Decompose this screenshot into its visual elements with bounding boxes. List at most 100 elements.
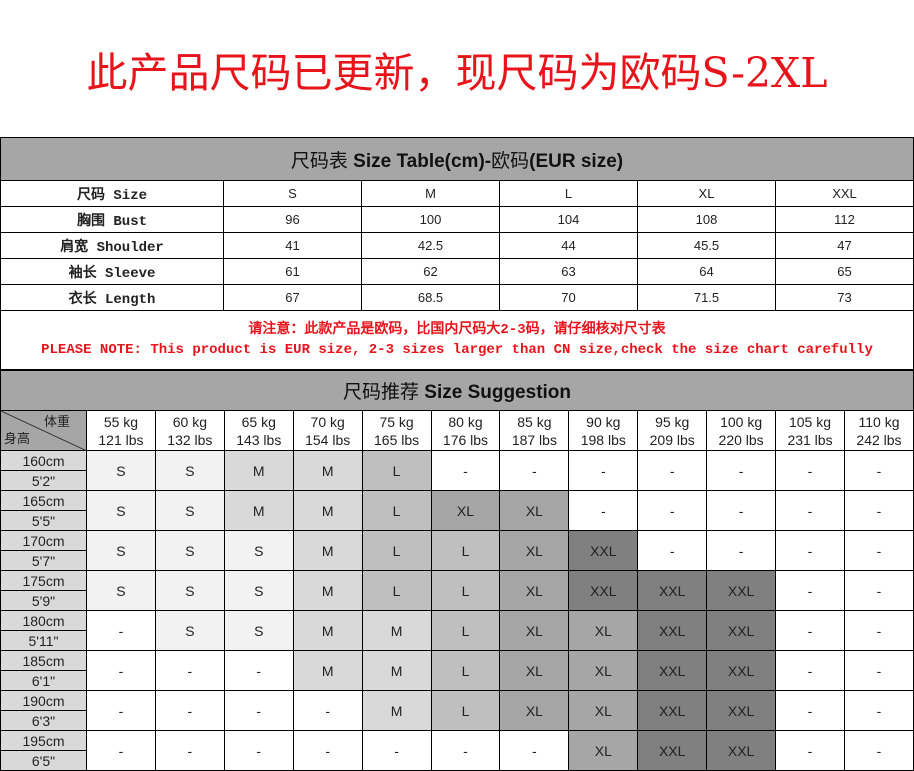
suggestion-row: 165cm S S M M L XL XL - - - - - [0, 490, 914, 531]
suggested-size: L [361, 490, 432, 531]
height-cm: 160cm [0, 450, 87, 471]
suggested-size: M [361, 690, 432, 731]
suggested-size: - [775, 730, 845, 771]
row-label: 袖长 Sleeve [0, 258, 224, 285]
suggestion-row-lower: 6'1" [0, 670, 914, 691]
suggested-size: L [430, 690, 501, 731]
suggestion-row: 170cm S S S M L L XL XXL - - - - [0, 530, 914, 571]
suggested-size: - [843, 530, 914, 571]
suggested-size: - [775, 690, 845, 731]
suggested-size: M [292, 650, 363, 691]
suggestion-title: 尺码推荐 Size Suggestion [0, 370, 914, 411]
row-label: 肩宽 Shoulder [0, 232, 224, 259]
row-label: 衣长 Length [0, 284, 224, 311]
suggested-size: - [843, 650, 914, 691]
suggested-size: XXL [568, 530, 639, 571]
size-table: 尺码表 Size Table(cm)-欧码(EUR size) 尺码 Size S… [0, 137, 914, 370]
height-ft: 5'9" [0, 590, 87, 611]
weight-header: 65 kg 143 lbs [223, 410, 294, 451]
suggestion-row: 185cm - - - M M L XL XL XXL XXL - - [0, 650, 914, 691]
suggested-size: XL [430, 490, 501, 531]
suggestion-row-lower: 5'2" [0, 470, 914, 491]
weight-header: 80 kg 176 lbs [430, 410, 501, 451]
height-ft: 5'11" [0, 630, 87, 651]
size-cell: 112 [775, 206, 914, 233]
suggested-size: XXL [706, 650, 777, 691]
suggested-size: S [154, 570, 225, 611]
suggested-size: S [154, 530, 225, 571]
suggestion-row-lower: 6'5" [0, 750, 914, 771]
size-cell: 68.5 [361, 284, 500, 311]
suggested-size: - [568, 450, 639, 491]
size-cell: 41 [223, 232, 362, 259]
suggested-size: - [775, 450, 845, 491]
suggested-size: - [637, 490, 708, 531]
suggested-size: L [430, 570, 501, 611]
suggested-size: XXL [568, 570, 639, 611]
weight-header: 85 kg 187 lbs [499, 410, 570, 451]
size-cell: L [499, 180, 638, 207]
suggested-size: XXL [637, 610, 708, 651]
suggested-size: S [154, 450, 225, 491]
suggested-size: XXL [706, 690, 777, 731]
size-cell: XXL [775, 180, 914, 207]
size-cell: 44 [499, 232, 638, 259]
suggested-size: XL [568, 730, 639, 771]
suggested-size: XL [499, 490, 570, 531]
weight-header: 55 kg 121 lbs [86, 410, 156, 451]
size-cell: 108 [637, 206, 776, 233]
suggested-size: - [292, 690, 363, 731]
suggested-size: M [361, 610, 432, 651]
suggested-size: XL [568, 650, 639, 691]
suggested-size: XL [499, 570, 570, 611]
suggested-size: M [223, 450, 294, 491]
suggested-size: - [775, 490, 845, 531]
size-cell: 64 [637, 258, 776, 285]
height-ft: 5'7" [0, 550, 87, 571]
height-cm: 170cm [0, 530, 87, 551]
size-cell: XL [637, 180, 776, 207]
suggested-size: - [843, 730, 914, 771]
suggested-size: - [706, 450, 777, 491]
suggested-size: XXL [706, 610, 777, 651]
row-label: 胸围 Bust [0, 206, 224, 233]
suggested-size: - [86, 730, 156, 771]
height-cm: 180cm [0, 610, 87, 631]
size-cell: 45.5 [637, 232, 776, 259]
suggested-size: - [86, 690, 156, 731]
height-ft: 5'2" [0, 470, 87, 491]
weight-header: 95 kg 209 lbs [637, 410, 708, 451]
weight-header: 100 kg 220 lbs [706, 410, 777, 451]
suggested-size: L [361, 530, 432, 571]
suggested-size: S [223, 530, 294, 571]
suggested-size: - [775, 610, 845, 651]
suggested-size: - [223, 690, 294, 731]
size-cell: 70 [499, 284, 638, 311]
size-note: 请注意：此款产品是欧码，比国内尺码大2-3码，请仔细核对尺寸表 PLEASE NO… [0, 310, 914, 370]
weight-header: 60 kg 132 lbs [154, 410, 225, 451]
suggested-size: - [775, 530, 845, 571]
banner-title: 此产品尺码已更新，现尺码为欧码S-2XL [86, 48, 828, 97]
suggestion-row-lower: 5'9" [0, 590, 914, 611]
height-ft: 6'1" [0, 670, 87, 691]
suggested-size: - [430, 450, 501, 491]
height-ft: 6'5" [0, 750, 87, 771]
suggested-size: M [292, 570, 363, 611]
suggested-size: S [223, 570, 294, 611]
suggested-size: - [775, 650, 845, 691]
suggested-size: - [775, 570, 845, 611]
height-cm: 185cm [0, 650, 87, 671]
suggested-size: XL [499, 650, 570, 691]
suggested-size: - [499, 730, 570, 771]
weight-header: 75 kg 165 lbs [361, 410, 432, 451]
size-cell: S [223, 180, 362, 207]
suggested-size: XXL [706, 730, 777, 771]
suggested-size: L [430, 610, 501, 651]
size-row: 袖长 Sleeve 61 62 63 64 65 [0, 258, 914, 285]
suggested-size: S [154, 610, 225, 651]
size-cell: 63 [499, 258, 638, 285]
suggestion-row: 160cm S S M M L - - - - - - - [0, 450, 914, 491]
suggested-size: - [706, 530, 777, 571]
suggested-size: - [843, 490, 914, 531]
suggested-size: - [843, 570, 914, 611]
